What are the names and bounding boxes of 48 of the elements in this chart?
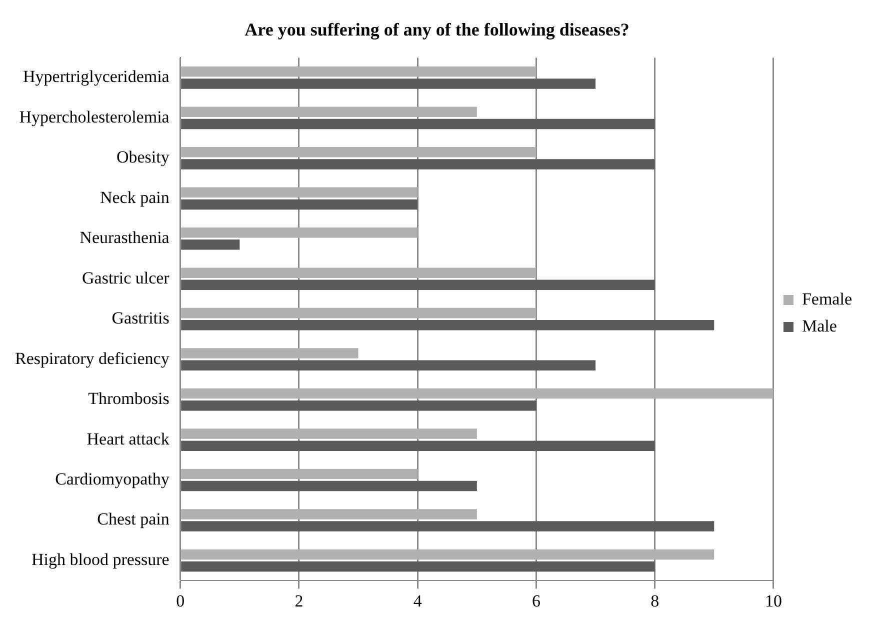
bar (181, 320, 714, 330)
bar (181, 388, 774, 399)
y-tick-label: Hypertriglyceridemia (23, 67, 170, 86)
y-tick-label: Gastric ulcer (82, 268, 170, 288)
bar (181, 428, 477, 439)
bar (181, 509, 477, 520)
bar (181, 147, 536, 158)
bar (181, 561, 655, 572)
x-tick-label: 6 (532, 591, 540, 610)
y-tick-label: Neurasthenia (80, 228, 170, 248)
y-tick-label: High blood pressure (31, 550, 170, 569)
chart-title: Are you suffering of any of the following diseases? (244, 19, 630, 40)
bar (181, 240, 240, 250)
bar (181, 308, 536, 318)
bar (181, 549, 714, 560)
x-tick-label: 2 (294, 591, 304, 610)
bar (181, 348, 358, 358)
y-tick-label: Chest pain (97, 510, 170, 529)
y-tick-label: Thrombosis (88, 389, 170, 408)
x-tick-label: 8 (650, 591, 660, 610)
y-tick-label: Cardiomyopathy (55, 469, 170, 488)
y-tick-label: Heart attack (86, 429, 170, 448)
bar (181, 360, 596, 370)
bar (181, 440, 655, 451)
legend-label: Male (802, 316, 837, 336)
bar (181, 227, 418, 238)
bar (181, 118, 655, 130)
y-tick-label: Hypercholesterolemia (19, 107, 170, 126)
y-tick-label: Gastritis (112, 308, 170, 328)
x-tick-label: 4 (413, 591, 422, 610)
bar (181, 468, 418, 480)
bar (181, 78, 596, 89)
bar (181, 159, 655, 170)
bar (181, 199, 418, 210)
bar (181, 521, 714, 532)
y-tick-label: Neck pain (100, 188, 170, 207)
x-tick-label: 0 (176, 591, 185, 610)
y-tick-label: Respiratory deficiency (14, 348, 170, 368)
legend-label: Female (802, 289, 852, 308)
bar (181, 106, 477, 118)
bar (181, 187, 418, 198)
x-tick-label: 10 (764, 591, 782, 610)
bar (181, 268, 536, 278)
bar (181, 66, 536, 77)
bar (181, 280, 655, 290)
y-tick-label: Obesity (116, 148, 170, 167)
bar (181, 400, 536, 411)
bar (181, 480, 477, 492)
